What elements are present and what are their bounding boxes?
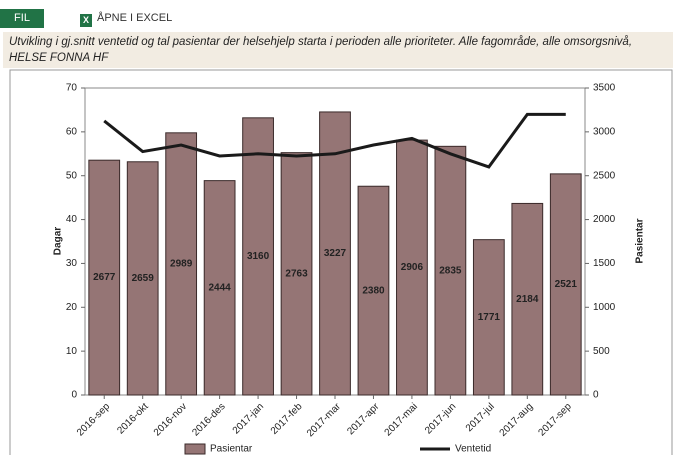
bar xyxy=(242,117,274,396)
x-tick-label: 2017-mai xyxy=(383,401,420,438)
data-label: 2835 xyxy=(439,265,462,276)
bar xyxy=(472,239,505,396)
data-label: 2380 xyxy=(362,285,385,296)
bar xyxy=(126,161,159,396)
y-tick-label: 60 xyxy=(66,126,78,137)
bar xyxy=(396,139,428,396)
y-axis-label: Dagar xyxy=(53,227,64,255)
y-tick-label: 70 xyxy=(66,83,78,94)
x-tick-label: 2016-okt xyxy=(115,401,150,436)
excel-button[interactable]: X ÅPNE I EXCEL xyxy=(80,10,172,27)
data-label: 2659 xyxy=(132,273,155,284)
data-label: 2444 xyxy=(208,282,231,293)
x-tick-label: 2017-apr xyxy=(345,401,382,438)
y-tick-label: 0 xyxy=(71,390,77,401)
y2-tick-label: 500 xyxy=(593,346,610,357)
data-label: 2906 xyxy=(401,262,424,273)
data-label: 1771 xyxy=(478,312,501,323)
data-label: 3160 xyxy=(247,251,270,262)
data-label: 3227 xyxy=(324,248,347,259)
y2-tick-label: 3500 xyxy=(593,83,616,94)
data-label: 2184 xyxy=(516,294,539,305)
chart-frame xyxy=(9,69,673,455)
data-label: 2677 xyxy=(93,272,116,283)
legend-swatch xyxy=(184,443,206,455)
x-tick-label: 2017-sep xyxy=(536,401,574,439)
bar xyxy=(319,111,351,396)
legend-label: Pasientar xyxy=(210,444,253,455)
bar xyxy=(434,145,467,396)
x-tick-label: 2017-jun xyxy=(423,401,458,436)
line xyxy=(103,112,566,169)
data-label: 2989 xyxy=(170,259,193,270)
excel-icon: X xyxy=(80,14,92,27)
bar xyxy=(203,180,236,396)
bar xyxy=(88,159,121,396)
x-tick-label: 2017-jul xyxy=(464,401,497,434)
y2-tick-label: 0 xyxy=(593,390,599,401)
y-tick-label: 50 xyxy=(66,170,78,181)
y2-tick-label: 3000 xyxy=(593,126,616,137)
y2-tick-label: 2500 xyxy=(593,170,616,181)
y-tick-label: 30 xyxy=(66,258,78,269)
excel-label: ÅPNE I EXCEL xyxy=(97,12,173,24)
y2-tick-label: 1500 xyxy=(593,258,616,269)
data-label: 2763 xyxy=(285,268,308,279)
file-button[interactable]: FIL xyxy=(0,9,44,28)
y-tick-label: 20 xyxy=(66,302,78,313)
y2-tick-label: 1000 xyxy=(593,302,616,313)
y2-tick-label: 2000 xyxy=(593,214,616,225)
y-tick-label: 40 xyxy=(66,214,78,225)
x-tick-label: 2016-nov xyxy=(152,401,189,438)
x-tick-label: 2016-des xyxy=(190,401,227,438)
y2-axis-label: Pasientar xyxy=(635,218,646,263)
bar xyxy=(357,185,390,396)
x-tick-label: 2017-mar xyxy=(305,401,344,440)
toolbar: FIL X ÅPNE I EXCEL xyxy=(0,0,679,30)
x-tick-label: 2017-feb xyxy=(269,401,305,437)
legend-label: Ventetid xyxy=(455,444,491,455)
bar xyxy=(165,132,198,396)
x-tick-label: 2016-sep xyxy=(75,401,113,439)
bar xyxy=(549,173,582,396)
data-label: 2521 xyxy=(555,279,578,290)
y-tick-label: 10 xyxy=(66,346,78,357)
x-tick-label: 2017-aug xyxy=(498,401,536,439)
chart-title: Utvikling i gj.snitt ventetid og tal pas… xyxy=(3,32,673,68)
x-tick-label: 2017-jan xyxy=(231,401,266,436)
